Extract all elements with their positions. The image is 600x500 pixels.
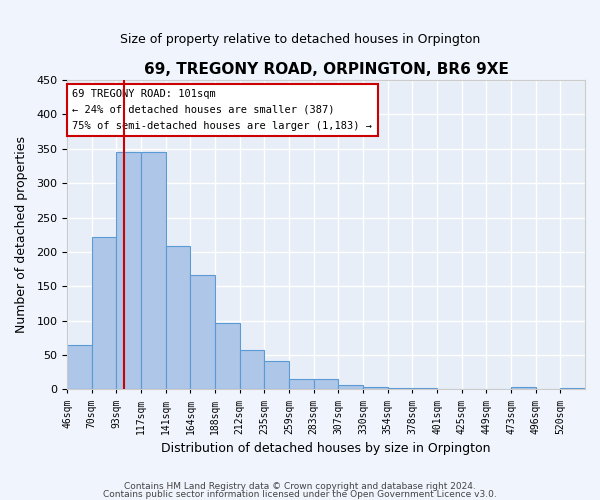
Y-axis label: Number of detached properties: Number of detached properties	[15, 136, 28, 333]
Bar	[289, 379, 314, 390]
Title: 69, TREGONY ROAD, ORPINGTON, BR6 9XE: 69, TREGONY ROAD, ORPINGTON, BR6 9XE	[143, 62, 509, 78]
Bar	[166, 246, 190, 390]
Bar	[67, 344, 92, 390]
Bar	[314, 379, 338, 390]
Bar	[116, 152, 141, 390]
Text: 69 TREGONY ROAD: 101sqm
← 24% of detached houses are smaller (387)
75% of semi-d: 69 TREGONY ROAD: 101sqm ← 24% of detache…	[73, 90, 373, 130]
Bar	[190, 274, 215, 390]
Bar	[338, 384, 363, 390]
Bar	[215, 322, 240, 390]
Bar	[92, 237, 116, 390]
Text: Contains HM Land Registry data © Crown copyright and database right 2024.: Contains HM Land Registry data © Crown c…	[124, 482, 476, 491]
Text: Contains public sector information licensed under the Open Government Licence v3: Contains public sector information licen…	[103, 490, 497, 499]
Bar	[560, 388, 585, 390]
Bar	[240, 350, 265, 390]
Text: Size of property relative to detached houses in Orpington: Size of property relative to detached ho…	[120, 32, 480, 46]
Bar	[412, 388, 437, 390]
Bar	[388, 388, 412, 390]
X-axis label: Distribution of detached houses by size in Orpington: Distribution of detached houses by size …	[161, 442, 491, 455]
Bar	[265, 360, 289, 390]
Bar	[363, 388, 388, 390]
Bar	[141, 152, 166, 390]
Bar	[511, 388, 536, 390]
